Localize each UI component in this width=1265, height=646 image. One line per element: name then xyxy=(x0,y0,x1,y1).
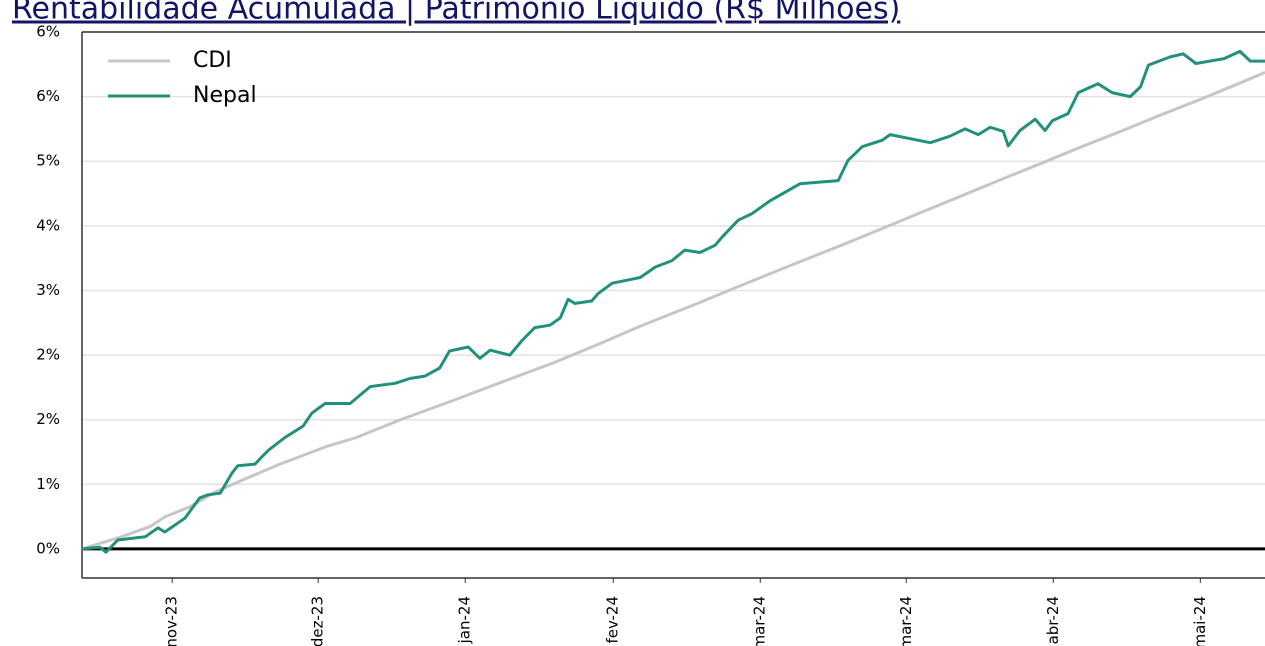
series-line xyxy=(81,49,1265,554)
x-tick-label: jan-24 xyxy=(456,596,474,644)
x-tick-label: fev-24 xyxy=(604,596,622,643)
chart-title: Rentabilidade Acumulada | Patrimônio Líq… xyxy=(12,0,900,27)
x-tick-label: mar-24 xyxy=(897,596,915,646)
y-tick-label: 5% xyxy=(36,152,60,170)
series-line xyxy=(81,71,1265,551)
x-tick-label: mar-24 xyxy=(751,596,769,646)
y-tick-label: 1% xyxy=(36,475,60,493)
legend-label: Nepal xyxy=(193,83,257,108)
x-tick-label: mai-24 xyxy=(1191,596,1209,646)
legend-label: CDI xyxy=(193,48,232,73)
y-tick-label: 2% xyxy=(36,410,60,428)
y-tick-label: 2% xyxy=(36,346,60,364)
y-tick-label: 6% xyxy=(36,23,60,41)
x-tick-label: nov-23 xyxy=(163,596,181,646)
y-tick-label: 3% xyxy=(36,281,60,299)
y-tick-label: 4% xyxy=(36,216,60,234)
x-tick-label: abr-24 xyxy=(1044,596,1062,644)
y-tick-label: 6% xyxy=(36,87,60,105)
x-tick-label: dez-23 xyxy=(309,596,327,646)
y-tick-label: 0% xyxy=(36,539,60,557)
